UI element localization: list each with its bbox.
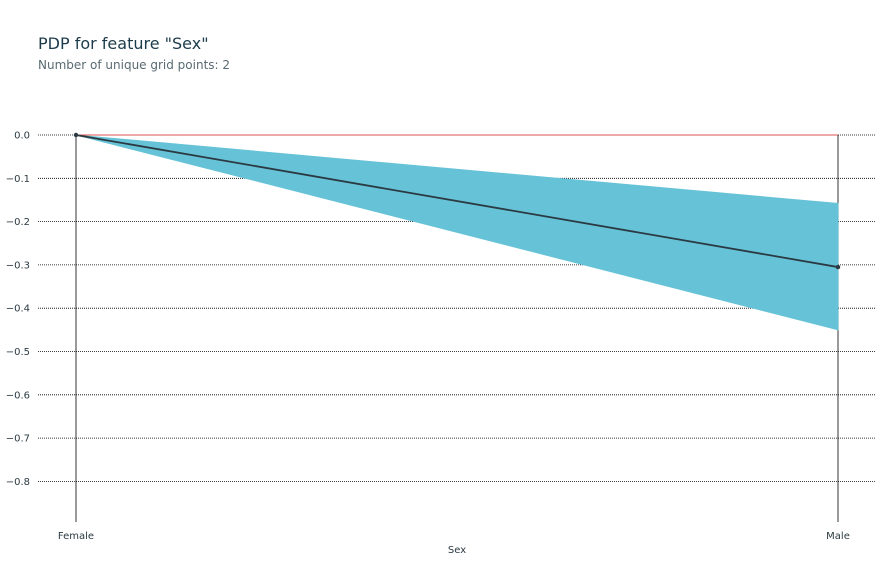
y-tick-label: −0.6: [6, 390, 30, 401]
y-tick-label: 0.0: [14, 131, 30, 142]
x-tick-label: Male: [826, 531, 850, 542]
chart-subtitle: Number of unique grid points: 2: [38, 58, 231, 72]
x-tick-label: Female: [58, 531, 94, 542]
y-tick-label: −0.5: [6, 347, 30, 358]
confidence-band: [75, 134, 839, 331]
pdp-point: [73, 132, 79, 138]
x-tick-labels: Female Male: [58, 531, 850, 542]
pdp-point: [835, 264, 841, 270]
confidence-band-layer: [75, 134, 839, 331]
x-axis-label: Sex: [448, 545, 466, 556]
y-tick-label: −0.3: [6, 260, 30, 271]
chart-title: PDP for feature "Sex": [38, 34, 209, 53]
y-tick-label: −0.2: [6, 217, 30, 228]
pdp-line-layer: [73, 132, 841, 270]
y-tick-label: −0.7: [6, 434, 30, 445]
y-tick-labels: 0.0 −0.1 −0.2 −0.3 −0.4 −0.5 −0.6 −0.7 −0.8: [6, 131, 30, 488]
y-tick-label: −0.8: [6, 477, 30, 488]
pdp-line: [75, 134, 839, 268]
y-tick-label: −0.1: [6, 174, 30, 185]
y-tick-label: −0.4: [6, 304, 30, 315]
